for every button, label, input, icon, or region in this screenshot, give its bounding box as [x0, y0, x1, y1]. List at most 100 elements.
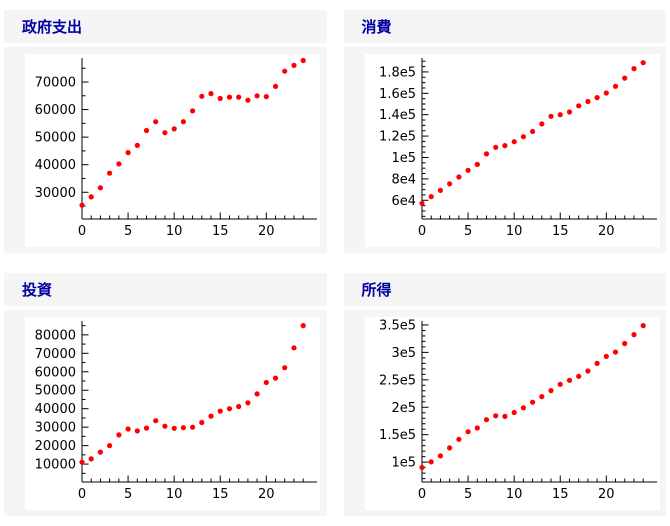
data-point	[300, 57, 306, 64]
x-tick-label: 0	[417, 224, 425, 239]
x-tick-label: 15	[551, 224, 568, 239]
x-tick-label: 5	[463, 487, 471, 502]
panel-government-spending: 政府支出 30000 40000 50000 60000 70000 0 5 10 15 20	[4, 10, 327, 263]
panel-consumption: 消費 6e4 8e4 1e5 1.2e5 1.4e5 1.6e5 1.8e5 0 5 10 15 20	[343, 10, 666, 263]
panel-body: 30000 40000 50000 60000 70000 0 5 10 15 20	[4, 47, 327, 253]
y-tick-label: 50000	[35, 384, 76, 399]
data-point	[594, 360, 600, 366]
data-point	[483, 417, 489, 423]
y-tick-label: 1.2e5	[379, 130, 416, 145]
data-point	[428, 194, 434, 200]
y-tick-label: 30000	[35, 186, 76, 201]
data-point	[575, 373, 581, 379]
x-tick-label: 15	[551, 487, 568, 502]
data-point	[557, 112, 563, 118]
y-tick-label: 1e5	[391, 456, 416, 471]
data-point	[566, 377, 572, 383]
panel-header: 消費	[343, 10, 666, 43]
data-point	[474, 161, 480, 167]
data-point	[492, 144, 498, 150]
data-points	[79, 57, 306, 208]
scatter-plot-consumption: 6e4 8e4 1e5 1.2e5 1.4e5 1.6e5 1.8e5 0 5 10 15 20	[379, 58, 657, 239]
data-points	[418, 60, 646, 206]
x-tick-label: 10	[166, 224, 183, 239]
panel-body: 6e4 8e4 1e5 1.2e5 1.4e5 1.6e5 1.8e5 0 5 10 15 20	[343, 47, 666, 253]
x-tick-label: 5	[124, 224, 132, 239]
panel-header: 政府支出	[4, 10, 327, 43]
data-point	[465, 167, 471, 173]
data-point	[199, 93, 205, 99]
data-point	[584, 98, 590, 105]
x-tick-label: 20	[258, 224, 275, 239]
data-point	[603, 90, 609, 96]
scatter-plot-investment: 10000 20000 30000 40000 50000 60000 70000 80000…	[35, 321, 317, 502]
y-tick-label: 8e4	[391, 172, 416, 187]
data-point	[153, 119, 159, 125]
data-point	[116, 432, 122, 438]
data-point	[88, 194, 94, 200]
y-tick-label: 1.6e5	[379, 87, 416, 102]
data-point	[630, 332, 637, 338]
data-point	[437, 453, 443, 459]
data-point	[116, 161, 122, 167]
data-point	[520, 134, 526, 140]
chart-area: 10000 20000 30000 40000 50000 60000 70000 80000…	[25, 317, 320, 510]
data-point	[162, 130, 168, 136]
data-point	[254, 93, 260, 99]
data-point	[511, 139, 517, 145]
data-point	[226, 406, 233, 412]
chart-area: 6e4 8e4 1e5 1.2e5 1.4e5 1.6e5 1.8e5 0 5 10 15 20	[364, 54, 660, 247]
data-point	[199, 419, 205, 426]
y-tick-label: 2e5	[391, 401, 416, 416]
data-point	[446, 445, 452, 451]
data-point	[483, 151, 489, 157]
data-point	[437, 187, 443, 193]
data-point	[538, 394, 544, 400]
chart-title-consumption: 消費	[361, 18, 392, 36]
y-tick-label: 1.4e5	[379, 108, 416, 123]
y-tick-label: 50000	[35, 131, 76, 146]
y-tick-label: 3e5	[391, 346, 416, 361]
data-point	[455, 174, 461, 180]
x-tick-label: 0	[417, 487, 425, 502]
data-point	[180, 425, 186, 431]
data-point	[474, 425, 480, 431]
data-point	[254, 391, 260, 397]
data-point	[547, 113, 554, 119]
data-point	[153, 418, 159, 424]
data-point	[217, 408, 223, 414]
data-point	[446, 181, 452, 187]
data-point	[511, 409, 517, 416]
data-point	[492, 413, 498, 419]
y-tick-label: 1.5e5	[379, 428, 416, 443]
data-point	[97, 449, 103, 455]
data-point	[547, 388, 554, 394]
data-point	[263, 94, 269, 100]
data-point	[529, 399, 535, 405]
panel-body: 10000 20000 30000 40000 50000 60000 70000 80000…	[4, 310, 327, 516]
y-tick-label: 1e5	[391, 151, 416, 166]
panel-income: 所得 1e5 1.5e5 2e5 2.5e5 3e5 3.5e5 0 5 10 15 20	[343, 273, 666, 526]
data-point	[162, 423, 168, 429]
data-point	[612, 349, 618, 355]
y-tick-label: 1.8e5	[379, 65, 416, 80]
data-point	[621, 340, 627, 347]
data-point	[455, 436, 461, 442]
x-tick-label: 20	[258, 487, 275, 502]
y-tick-label: 40000	[35, 402, 76, 417]
panel-header: 所得	[343, 273, 666, 306]
data-point	[208, 413, 214, 419]
data-point	[557, 381, 563, 387]
data-point	[501, 413, 507, 419]
data-point	[520, 405, 526, 411]
x-tick-label: 10	[505, 224, 522, 239]
data-point	[79, 459, 85, 465]
data-point	[143, 425, 150, 431]
data-point	[272, 83, 279, 89]
y-tick-label: 20000	[35, 439, 76, 454]
chart-title-investment: 投資	[22, 281, 53, 299]
data-point	[190, 424, 196, 430]
data-point	[566, 109, 572, 115]
chart-area: 30000 40000 50000 60000 70000 0 5 10 15 20	[25, 54, 320, 247]
